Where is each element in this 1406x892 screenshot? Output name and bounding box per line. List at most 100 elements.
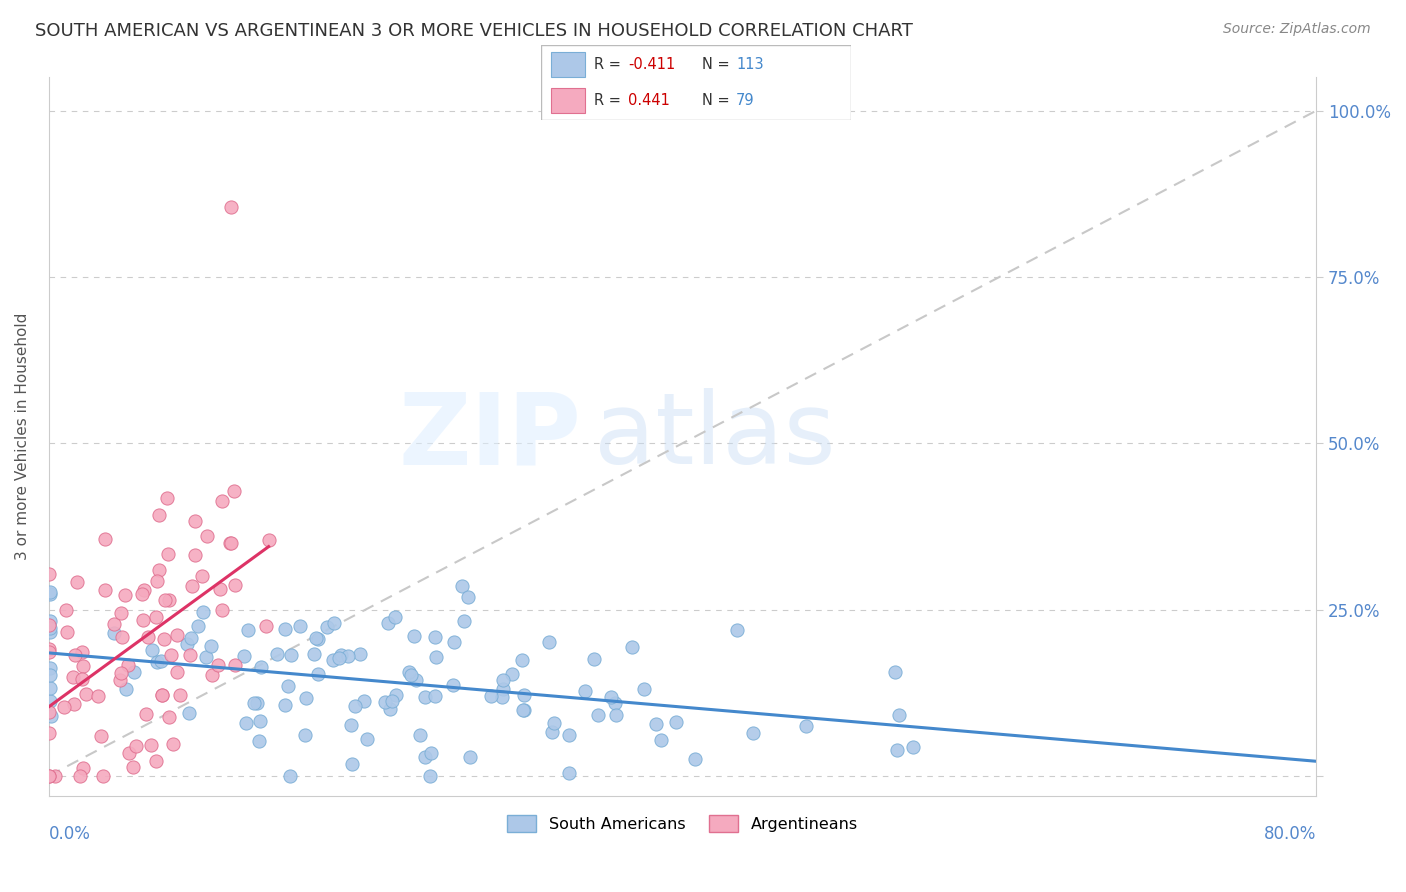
Point bbox=[336, 648, 359, 663]
Point bbox=[150, 688, 173, 702]
Point bbox=[274, 622, 297, 636]
Point bbox=[63, 648, 86, 662]
Point bbox=[453, 614, 475, 628]
Point bbox=[294, 728, 316, 742]
Text: 113: 113 bbox=[737, 57, 763, 72]
FancyBboxPatch shape bbox=[551, 52, 585, 77]
Text: 79: 79 bbox=[737, 93, 755, 108]
Point bbox=[398, 665, 420, 680]
Point bbox=[247, 734, 270, 748]
Point bbox=[378, 702, 401, 716]
Y-axis label: 3 or more Vehicles in Household: 3 or more Vehicles in Household bbox=[15, 313, 30, 560]
Point bbox=[343, 699, 366, 714]
Point bbox=[94, 533, 117, 547]
Point bbox=[148, 563, 170, 577]
FancyBboxPatch shape bbox=[551, 88, 585, 112]
Point bbox=[209, 582, 232, 596]
Text: N =: N = bbox=[702, 57, 730, 72]
Text: R =: R = bbox=[593, 57, 621, 72]
Point bbox=[55, 603, 77, 617]
Point bbox=[558, 766, 581, 780]
Point bbox=[132, 583, 155, 598]
Point bbox=[122, 665, 145, 679]
Point bbox=[38, 641, 60, 656]
Point bbox=[232, 649, 254, 664]
Point bbox=[62, 670, 84, 684]
Point bbox=[177, 706, 200, 721]
Point bbox=[586, 708, 609, 723]
Point bbox=[157, 710, 180, 724]
Point bbox=[38, 645, 60, 659]
Point bbox=[405, 673, 427, 687]
Point bbox=[135, 707, 157, 722]
Point bbox=[322, 615, 344, 630]
Point bbox=[39, 667, 62, 681]
Point bbox=[537, 634, 560, 648]
Point bbox=[384, 688, 406, 702]
Point bbox=[191, 569, 214, 583]
Point bbox=[374, 694, 396, 708]
Point bbox=[328, 650, 350, 665]
Point bbox=[381, 694, 404, 708]
Point bbox=[146, 656, 169, 670]
Point bbox=[201, 668, 224, 682]
Point bbox=[38, 617, 60, 632]
Point bbox=[114, 588, 136, 602]
Point bbox=[603, 696, 626, 710]
Point bbox=[160, 648, 183, 662]
Legend: South Americans, Argentineans: South Americans, Argentineans bbox=[501, 809, 865, 838]
Point bbox=[211, 494, 233, 508]
Point bbox=[322, 653, 344, 667]
Point bbox=[457, 590, 479, 604]
Point bbox=[162, 737, 184, 751]
Point bbox=[110, 607, 132, 621]
Point bbox=[145, 609, 167, 624]
Point bbox=[39, 681, 62, 695]
Text: 0.441: 0.441 bbox=[628, 93, 669, 108]
Point bbox=[180, 579, 202, 593]
Point bbox=[402, 629, 425, 643]
Point bbox=[70, 644, 93, 658]
Point bbox=[305, 632, 328, 646]
Point bbox=[600, 690, 623, 705]
Point bbox=[93, 769, 115, 783]
Point bbox=[118, 746, 141, 760]
Point bbox=[157, 592, 180, 607]
Point bbox=[200, 639, 222, 653]
Point bbox=[413, 690, 436, 705]
Text: Source: ZipAtlas.com: Source: ZipAtlas.com bbox=[1223, 22, 1371, 37]
Point bbox=[166, 665, 188, 680]
Point bbox=[38, 706, 60, 720]
Point bbox=[69, 769, 91, 783]
Point bbox=[254, 619, 277, 633]
Point bbox=[582, 652, 605, 666]
Point bbox=[141, 738, 163, 752]
Text: 0.0%: 0.0% bbox=[49, 824, 90, 843]
Point bbox=[38, 769, 60, 783]
Point bbox=[38, 567, 60, 582]
Point bbox=[222, 483, 245, 498]
Point bbox=[257, 533, 280, 547]
Point bbox=[384, 609, 406, 624]
Point bbox=[250, 660, 273, 674]
Point bbox=[243, 697, 266, 711]
Point bbox=[103, 625, 125, 640]
Point bbox=[574, 684, 596, 698]
Point bbox=[543, 715, 565, 730]
Point bbox=[93, 583, 115, 598]
Point bbox=[621, 640, 644, 654]
Point bbox=[72, 761, 94, 775]
Point bbox=[176, 637, 198, 651]
Point bbox=[146, 574, 169, 588]
Point bbox=[644, 717, 666, 731]
Point bbox=[169, 688, 191, 702]
Point bbox=[413, 749, 436, 764]
Point bbox=[219, 536, 242, 550]
Point bbox=[103, 617, 125, 632]
Point bbox=[512, 703, 534, 717]
Point bbox=[741, 725, 763, 739]
Point bbox=[419, 747, 441, 761]
Point bbox=[56, 624, 79, 639]
Point bbox=[274, 698, 297, 712]
Point bbox=[302, 648, 325, 662]
